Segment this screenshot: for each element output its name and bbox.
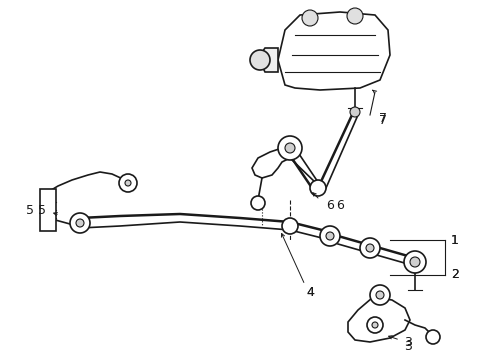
Circle shape [376, 291, 384, 299]
Circle shape [372, 322, 378, 328]
Circle shape [285, 143, 295, 153]
Text: 3: 3 [404, 339, 412, 352]
Circle shape [404, 251, 426, 273]
Polygon shape [278, 12, 390, 90]
Text: 6: 6 [326, 198, 334, 212]
Text: 5: 5 [26, 203, 34, 216]
Polygon shape [260, 48, 278, 72]
Text: 3: 3 [404, 337, 412, 350]
Text: 7: 7 [379, 112, 387, 125]
Text: 1: 1 [451, 234, 459, 247]
Polygon shape [348, 298, 410, 342]
Circle shape [326, 232, 334, 240]
Circle shape [76, 219, 84, 227]
Text: 1: 1 [451, 234, 459, 247]
Circle shape [250, 50, 270, 70]
Circle shape [119, 174, 137, 192]
Circle shape [347, 8, 363, 24]
Circle shape [367, 317, 383, 333]
Text: 2: 2 [451, 269, 459, 282]
Circle shape [302, 10, 318, 26]
Circle shape [282, 218, 298, 234]
Circle shape [360, 238, 380, 258]
Circle shape [70, 213, 90, 233]
Text: 4: 4 [306, 285, 314, 298]
Circle shape [410, 257, 420, 267]
Circle shape [320, 226, 340, 246]
Circle shape [350, 107, 360, 117]
Circle shape [310, 180, 326, 196]
Circle shape [251, 196, 265, 210]
Text: 2: 2 [451, 269, 459, 282]
Circle shape [366, 244, 374, 252]
Text: 7: 7 [379, 113, 387, 126]
Polygon shape [252, 148, 298, 178]
Circle shape [426, 330, 440, 344]
Text: 4: 4 [306, 285, 314, 298]
Text: 6: 6 [336, 198, 344, 212]
Circle shape [125, 180, 131, 186]
Circle shape [370, 285, 390, 305]
Bar [40, 189, 56, 231]
Circle shape [278, 136, 302, 160]
Text: 5: 5 [38, 203, 46, 216]
